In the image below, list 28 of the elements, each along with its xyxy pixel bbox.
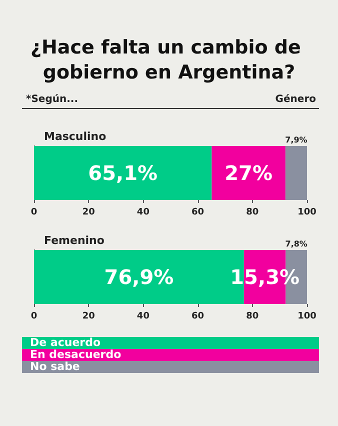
- data-label: 7,8%: [285, 240, 308, 248]
- x-tick-label: 80: [246, 312, 259, 322]
- data-label: 76,9%: [104, 265, 174, 289]
- bar: [212, 146, 286, 200]
- y-tick-label: Femenino: [44, 234, 105, 247]
- text: *Según...: [26, 94, 78, 105]
- bar: [34, 146, 212, 200]
- x-tick-label: 20: [82, 312, 95, 322]
- data-label: 7,9%: [285, 136, 308, 144]
- text: En desacuerdo: [22, 348, 319, 361]
- x-tick-label: 20: [82, 208, 95, 218]
- text: De acuerdo: [22, 336, 319, 349]
- x-tick-label: 0: [30, 208, 38, 218]
- x-tick-label: 0: [30, 312, 38, 322]
- text: Género: [275, 94, 316, 105]
- x-tick-label: 100: [298, 312, 316, 322]
- x-tick-label: 40: [136, 312, 150, 322]
- chart-title: ¿Hace falta un cambio de gobierno en Argentina?: [30, 36, 308, 84]
- text: No sabe: [22, 360, 319, 373]
- data-label: 65,1%: [88, 161, 158, 185]
- x-tick-label: 60: [192, 312, 204, 322]
- x-tick-label: 100: [298, 208, 316, 218]
- x-tick-label: 40: [136, 208, 150, 218]
- x-tick-label: 60: [192, 208, 204, 218]
- y-tick-label: Masculino: [44, 130, 107, 143]
- bar: [285, 146, 307, 200]
- x-tick-label: 80: [246, 208, 259, 218]
- data-label: 27%: [224, 161, 273, 185]
